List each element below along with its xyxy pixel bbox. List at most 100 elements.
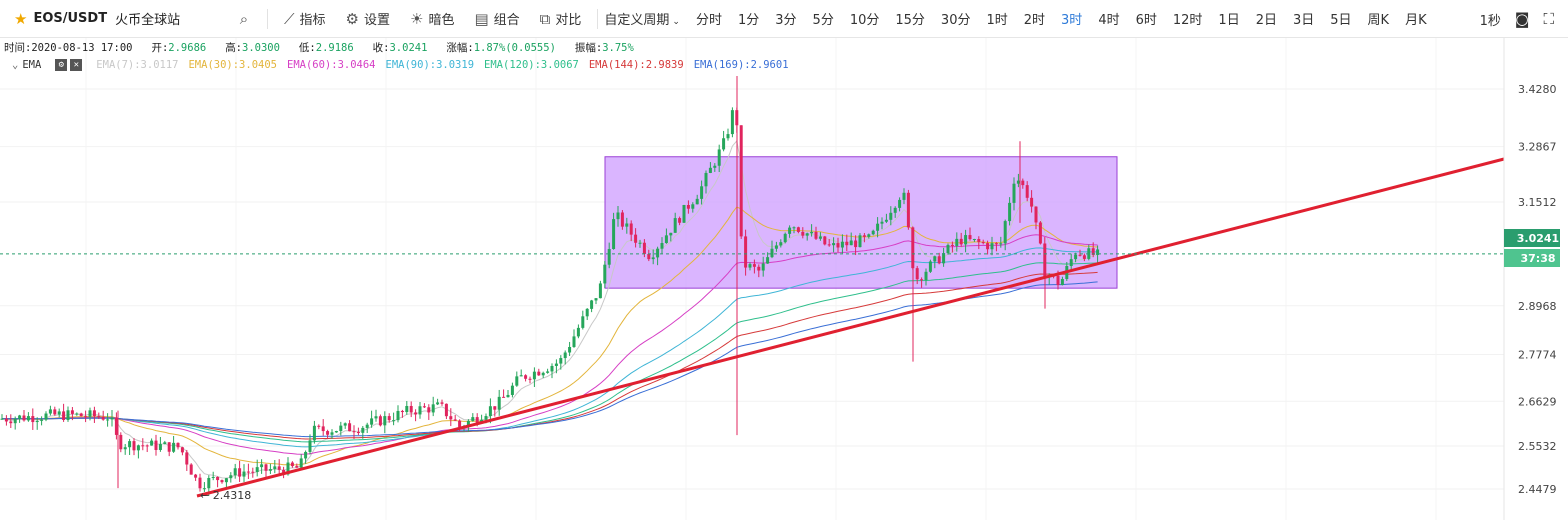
candle <box>955 238 959 246</box>
collapse-icon[interactable]: ⌄ <box>12 59 19 71</box>
candle <box>290 462 294 467</box>
candle <box>510 385 514 395</box>
gear-icon: ⚙ <box>345 9 359 28</box>
indicator-button[interactable]: ⟋ 指标 <box>284 9 326 29</box>
period-周K[interactable]: 周K <box>1367 13 1390 28</box>
candle <box>757 266 761 271</box>
candle <box>224 478 228 483</box>
period-5日[interactable]: 5日 <box>1330 13 1352 28</box>
candle <box>106 419 110 421</box>
candle <box>84 416 88 418</box>
period-10分[interactable]: 10分 <box>849 13 880 28</box>
candle <box>92 410 96 417</box>
candle <box>387 416 391 421</box>
close-icon[interactable]: ✕ <box>70 59 83 71</box>
candle <box>176 442 180 448</box>
period-分时[interactable]: 分时 <box>695 13 722 28</box>
period-5分[interactable]: 5分 <box>812 13 834 28</box>
ema-value-5: EMA(144):2.9839 <box>588 59 684 71</box>
y-tick-label-6: 2.5532 <box>1518 440 1557 453</box>
period-2时[interactable]: 2时 <box>1023 13 1046 28</box>
candle <box>796 227 800 232</box>
candle <box>924 271 928 281</box>
camera-icon[interactable]: ◙ <box>1514 10 1530 28</box>
candle <box>752 264 756 267</box>
candle <box>898 199 902 208</box>
ema-value-2: EMA(60):3.0464 <box>287 59 376 71</box>
period-4时[interactable]: 4时 <box>1098 13 1120 28</box>
candle <box>75 413 79 415</box>
custom-period-dropdown[interactable]: 自定义周期 ⌄ <box>604 13 680 28</box>
symbol-selector[interactable]: ★ EOS/USDT 火币全球站 <box>0 9 227 29</box>
period-3时[interactable]: 3时 <box>1061 13 1083 28</box>
price-axis[interactable]: 3.4280 3.2867 3.1512 2.8968 2.7774 2.6629 2.55… <box>1518 83 1557 496</box>
candle <box>1038 222 1042 244</box>
candle <box>321 426 325 432</box>
compare-button[interactable]: ⧉ 对比 <box>539 9 582 29</box>
period-15分[interactable]: 15分 <box>895 13 925 28</box>
candle <box>915 268 919 280</box>
candle <box>110 417 114 420</box>
ema-line-30 <box>1 206 1098 466</box>
range-box[interactable] <box>604 156 1118 289</box>
dark-mode-button[interactable]: ☀ 暗色 <box>410 9 455 29</box>
period-1时[interactable]: 1时 <box>986 13 1008 28</box>
candle <box>783 233 787 243</box>
candle <box>950 244 954 246</box>
fullscreen-icon[interactable]: ⛶ <box>1543 10 1554 28</box>
period-月K[interactable]: 月K <box>1405 13 1427 28</box>
period-12时[interactable]: 12时 <box>1172 13 1203 28</box>
candle <box>211 476 215 478</box>
divider <box>267 8 268 29</box>
period-6时[interactable]: 6时 <box>1135 13 1157 28</box>
gear-icon[interactable]: ⚙ <box>55 59 68 71</box>
period-3日[interactable]: 3日 <box>1292 13 1315 28</box>
candle <box>475 417 479 423</box>
layout-button[interactable]: ▤ 组合 <box>474 9 520 29</box>
candle <box>198 477 202 489</box>
y-tick-label-3: 2.8968 <box>1518 300 1557 313</box>
period-3分[interactable]: 3分 <box>775 13 797 28</box>
refresh-interval[interactable]: 1秒 <box>1479 13 1501 29</box>
candle <box>207 477 211 489</box>
star-icon[interactable]: ★ <box>14 9 28 28</box>
candle <box>867 234 871 237</box>
y-tick-label-2: 3.1512 <box>1518 196 1557 209</box>
candle <box>13 418 17 424</box>
candle <box>704 172 708 187</box>
candle <box>814 231 818 239</box>
candle <box>378 416 382 426</box>
candle <box>114 417 118 435</box>
candle <box>801 231 805 236</box>
candle <box>317 425 321 427</box>
candle <box>766 257 770 264</box>
candle <box>1008 202 1012 222</box>
search-icon[interactable]: ⌕ <box>239 9 249 28</box>
candle <box>972 239 976 241</box>
period-1日[interactable]: 1日 <box>1218 13 1240 28</box>
ema-value-3: EMA(90):3.0319 <box>385 59 475 71</box>
candle <box>1082 255 1086 259</box>
candle <box>730 110 734 135</box>
candle <box>541 372 545 376</box>
period-1分[interactable]: 1分 <box>737 13 760 28</box>
candle <box>431 404 435 413</box>
candle <box>189 464 193 475</box>
settings-button[interactable]: ⚙ 设置 <box>345 9 390 29</box>
candle <box>576 327 580 337</box>
candle <box>163 442 167 445</box>
candle <box>682 205 686 223</box>
candle <box>832 243 836 246</box>
toolbar: ★ EOS/USDT 火币全球站 ⌕ ⟋ 指标 ⚙ 设置 ☀ 暗色 ▤ 组合 ⧉ 对比 自… <box>0 0 1568 38</box>
candle <box>123 447 127 450</box>
candle <box>202 488 206 490</box>
period-30分[interactable]: 30分 <box>940 13 971 28</box>
last-price-tag-bg <box>1504 229 1560 247</box>
candle <box>312 425 316 441</box>
period-2日[interactable]: 2日 <box>1255 13 1277 28</box>
trendline[interactable] <box>196 157 1505 498</box>
countdown-tag-bg <box>1504 249 1560 267</box>
candle <box>805 233 809 236</box>
candle <box>708 167 712 173</box>
